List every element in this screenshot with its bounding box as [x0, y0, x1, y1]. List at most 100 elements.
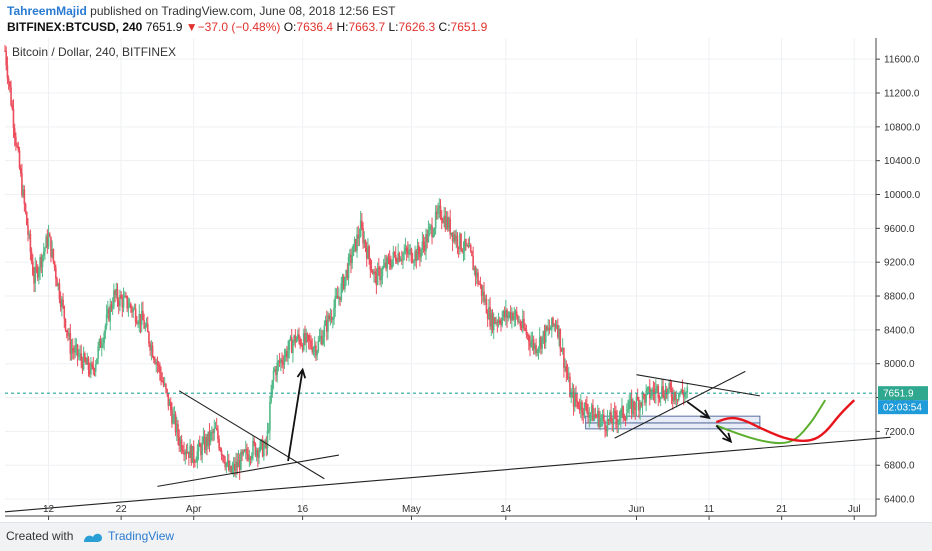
- candle-body: [438, 205, 441, 209]
- candle-body: [495, 321, 497, 324]
- candle-body: [323, 325, 326, 338]
- candle-body: [436, 211, 438, 214]
- candle-body: [207, 431, 210, 446]
- support-zone: [585, 422, 761, 430]
- candle-body: [586, 404, 588, 412]
- candle-body: [269, 402, 271, 431]
- candle-body: [317, 341, 320, 352]
- candle-body: [130, 303, 132, 309]
- x-tick-label: 22: [116, 504, 128, 515]
- candle-body: [305, 333, 308, 343]
- candle-body: [455, 235, 458, 242]
- price-chart[interactable]: Bitcoin / Dollar, 240, BITFINEX 6400.0 68…: [0, 38, 932, 522]
- candle-body: [161, 380, 164, 382]
- candle-body: [338, 296, 340, 299]
- candle-body: [76, 344, 79, 357]
- candle-body: [615, 411, 617, 419]
- candle-body: [475, 272, 478, 277]
- candle-body: [681, 389, 684, 394]
- candle-body: [294, 335, 297, 343]
- candle-body: [506, 309, 508, 318]
- candle-body: [292, 342, 294, 353]
- x-tick-label: 21: [776, 504, 788, 515]
- candle-body: [596, 411, 599, 418]
- candle-body: [140, 310, 143, 325]
- candle-body: [514, 311, 517, 317]
- candle-body: [114, 290, 116, 296]
- candle-body: [671, 396, 674, 401]
- candle-body: [332, 319, 334, 321]
- candle-body: [466, 245, 468, 247]
- candle-body: [675, 399, 678, 401]
- candle-body: [64, 318, 67, 331]
- candle-body: [346, 269, 349, 279]
- candle-body: [457, 246, 460, 249]
- candle-body: [299, 338, 301, 346]
- candle-body: [490, 313, 493, 327]
- candle-body: [496, 321, 499, 324]
- candle-body: [686, 387, 689, 393]
- candle-body: [632, 401, 634, 414]
- candle-body: [143, 320, 145, 329]
- candle-body: [357, 234, 360, 239]
- candle-body: [188, 451, 190, 458]
- candle-body: [264, 440, 266, 447]
- high-value: 7663.7: [348, 20, 386, 34]
- candle-body: [519, 321, 522, 327]
- candle-body: [398, 253, 401, 262]
- candle-body: [408, 249, 410, 255]
- y-axis: 6400.06800.07200.07600.08000.08400.08800…: [875, 38, 921, 516]
- candle-body: [156, 361, 159, 365]
- candle-body: [358, 236, 361, 239]
- candle-body: [535, 344, 537, 354]
- candle-body: [98, 339, 101, 347]
- candle-body: [425, 234, 427, 251]
- candle-body: [42, 251, 45, 256]
- candle-body: [110, 304, 113, 309]
- candle-body: [501, 317, 503, 325]
- candle-body: [241, 452, 243, 455]
- candle-body: [417, 245, 420, 255]
- candle-body: [68, 333, 70, 336]
- candle-body: [587, 411, 589, 418]
- candle-body: [139, 314, 142, 325]
- candle-body: [10, 87, 12, 105]
- author-link[interactable]: TahreemMajid: [7, 4, 87, 18]
- candle-body: [647, 386, 650, 388]
- trend-lines: [4, 370, 891, 513]
- candle-body: [508, 312, 511, 316]
- chart-frame[interactable]: Bitcoin / Dollar, 240, BITFINEX 6400.0 68…: [0, 38, 932, 522]
- candle-body: [87, 357, 90, 371]
- candle-body: [35, 266, 38, 268]
- tradingview-brand[interactable]: TradingView: [108, 529, 175, 543]
- candle-body: [168, 401, 171, 406]
- candle-body: [382, 266, 385, 269]
- candle-body: [115, 288, 118, 296]
- candle-body: [375, 273, 378, 286]
- candle-body: [359, 220, 362, 237]
- candle-body: [175, 423, 178, 433]
- footer: Created with TradingView: [0, 522, 932, 551]
- candle-body: [553, 324, 556, 326]
- candle-body: [576, 400, 578, 402]
- candle-body: [370, 269, 373, 272]
- candle-body: [286, 351, 288, 358]
- candle-body: [266, 430, 269, 449]
- candle-body: [635, 397, 638, 410]
- candle-body: [88, 370, 91, 375]
- candle-body: [223, 455, 225, 463]
- candle-body: [541, 336, 543, 349]
- candle-body: [267, 430, 270, 432]
- y-tick-label: 8000.0: [884, 359, 915, 370]
- candle-body: [160, 372, 162, 381]
- candle-body: [25, 212, 28, 226]
- candle-body: [652, 389, 655, 392]
- candle-body: [318, 338, 321, 342]
- candle-body: [48, 233, 51, 237]
- candle-body: [293, 335, 295, 343]
- candle-body: [648, 386, 651, 399]
- candle-body: [169, 401, 172, 411]
- candle-body: [288, 339, 291, 351]
- candle-body: [663, 395, 666, 400]
- candle-body: [165, 383, 167, 390]
